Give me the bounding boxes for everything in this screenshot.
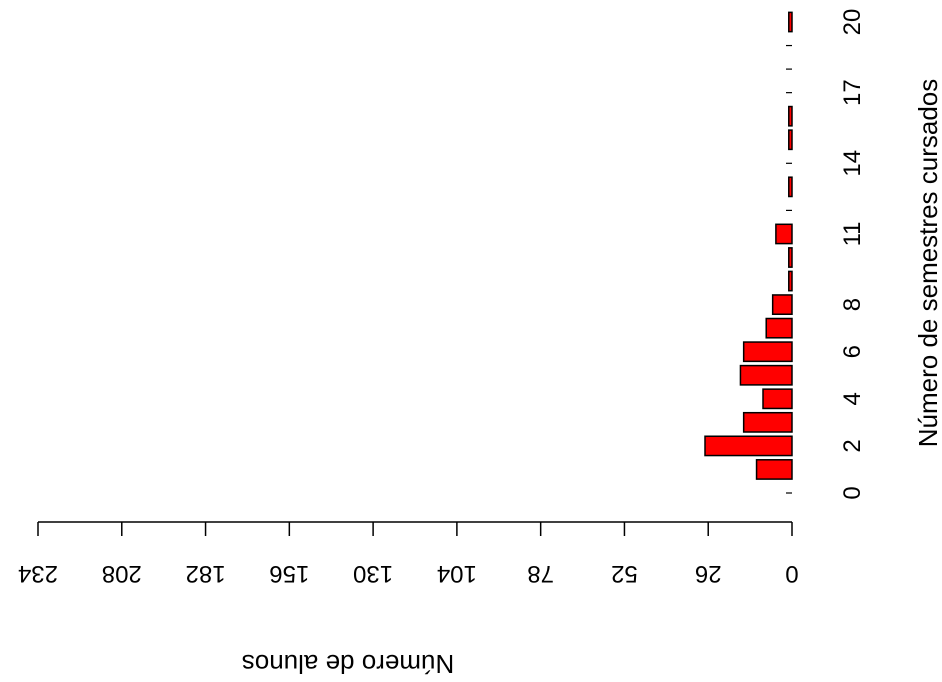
bar-13	[788, 176, 793, 198]
bar-15	[788, 129, 793, 151]
bar-6	[742, 341, 793, 363]
x-tick-label: 182	[186, 560, 226, 587]
y-axis-ticks: 0 2 4 6 8 11 14 17 20	[839, 9, 866, 500]
y-tick-label: 8	[839, 298, 866, 311]
y-tick-label: 20	[839, 9, 866, 36]
x-tick-label: 0	[785, 560, 798, 587]
bar-9	[788, 270, 793, 292]
x-tick-label: 104	[437, 560, 477, 587]
bars-group	[704, 11, 793, 494]
bar-7	[765, 317, 793, 339]
y-tick-label: 14	[839, 150, 866, 177]
x-tick-label: 78	[527, 560, 554, 587]
y-tick-label: 0	[839, 486, 866, 499]
y-tick-label: 4	[839, 392, 866, 405]
y-tick-label: 17	[839, 79, 866, 106]
y-tick-label: 11	[839, 221, 866, 246]
bar-3	[742, 411, 793, 433]
x-tick-label: 234	[18, 560, 58, 587]
bar-4	[762, 388, 793, 410]
x-tick-label: 156	[269, 560, 309, 587]
x-tick-label: 208	[102, 560, 142, 587]
bar-20	[788, 11, 793, 33]
x-tick-label: 130	[353, 560, 393, 587]
bar-8	[771, 294, 793, 316]
x-tick-label: 52	[611, 560, 638, 587]
bar-16	[788, 105, 793, 127]
x-tick-label: 26	[695, 560, 722, 587]
x-axis: 0 26 52 78 104 130 156 182 208 234	[18, 521, 799, 587]
bar-10	[788, 247, 793, 268]
bar-5	[739, 364, 793, 386]
bar-2	[704, 435, 793, 457]
bar-1	[755, 459, 793, 480]
bar-11	[775, 223, 793, 245]
y-axis-title: Número de semestres cursados	[913, 79, 942, 447]
y-tick-label: 6	[839, 345, 866, 358]
y-tick-label: 2	[839, 439, 866, 452]
x-axis-title: Número de alunos	[242, 649, 454, 679]
